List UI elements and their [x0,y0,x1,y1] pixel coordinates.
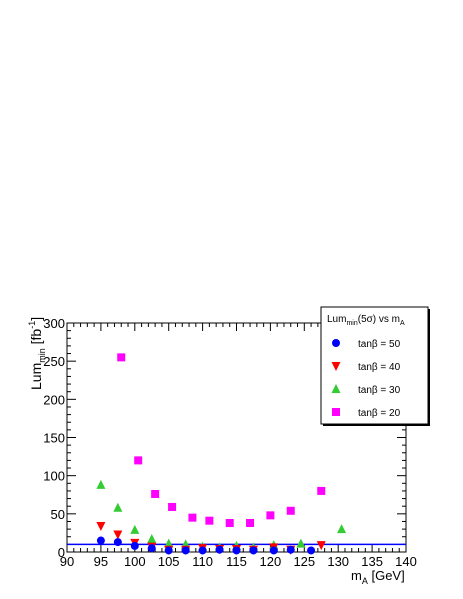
data-point [181,546,190,555]
data-point [198,546,207,555]
data-point [337,524,347,534]
x-tick-label: 125 [293,554,315,569]
data-marks [96,353,347,555]
data-point [246,518,255,527]
data-point [164,538,174,548]
data-point [225,518,234,527]
y-axis-label-unit: [fb [28,329,44,349]
x-tick-label: 130 [327,554,349,569]
x-tick-label: 140 [395,554,417,569]
data-point [113,538,122,547]
data-point [113,502,123,512]
data-point [130,524,140,534]
data-point [232,546,241,555]
legend-marker [332,408,340,416]
x-axis-label-sub: A [362,576,368,586]
y-tick-label: 300 [43,316,65,331]
legend-box [320,306,429,425]
legend-entry-label: tanβ = 40 [358,362,401,373]
data-point [317,486,326,495]
x-tick-label: 95 [94,554,108,569]
x-tick-label: 100 [124,554,146,569]
x-axis-label-main: m [351,568,362,583]
data-point [249,546,258,555]
y-axis-label-unit-close: ] [28,317,44,321]
legend-marker [331,384,341,393]
x-axis-label: mA [GeV] [351,568,405,586]
legend-marker [331,362,341,371]
data-point [130,541,139,550]
x-tick-label: 110 [192,554,213,569]
legend-title-rest: (5σ) vs m [358,314,400,325]
data-point [164,546,173,555]
y-tick-label: 50 [51,507,65,522]
data-point [96,536,105,545]
data-point [286,506,295,515]
data-point [286,545,295,554]
legend-title-sub2: A [400,320,405,327]
y-axis-label-main: Lum [28,363,44,390]
y-tick-label: 0 [58,545,65,560]
legend-title: Lummin(5σ) vs mA [327,314,405,327]
x-tick-label: 115 [226,554,247,569]
data-point [151,489,160,498]
y-axis-label: Lummin [fb-1] [27,317,47,390]
data-point [307,546,316,555]
x-axis-label-unit: [GeV] [368,568,405,583]
data-point [266,511,275,520]
data-point [96,522,106,532]
x-tick-label: 120 [260,554,282,569]
data-point [168,502,177,511]
data-point [113,530,123,540]
y-axis-label-sub: min [37,348,47,363]
data-point [215,545,224,554]
legend-entry-label: tanβ = 50 [358,339,401,350]
data-point [296,538,306,548]
x-tick-label: 135 [361,554,383,569]
data-point [188,513,197,522]
data-point [147,544,156,553]
legend-entry-label: tanβ = 30 [358,385,401,396]
data-point [117,353,126,362]
y-tick-label: 100 [43,469,65,484]
data-point [205,516,214,525]
legend-title-main: Lum [327,314,346,325]
data-point [269,546,278,555]
data-point [316,541,326,551]
legend-marker [332,339,340,347]
y-tick-label: 150 [43,431,65,446]
data-point [147,534,157,544]
y-tick-label: 250 [43,354,65,369]
data-point [96,479,106,489]
data-point [134,456,143,465]
legend-title-sub: min [346,320,357,327]
y-tick-label: 200 [43,392,65,407]
x-tick-label: 105 [158,554,180,569]
legend-entry-label: tanβ = 20 [358,408,401,419]
y-axis-label-unit-sup: -1 [27,321,37,329]
x-tick-label: 90 [60,554,74,569]
